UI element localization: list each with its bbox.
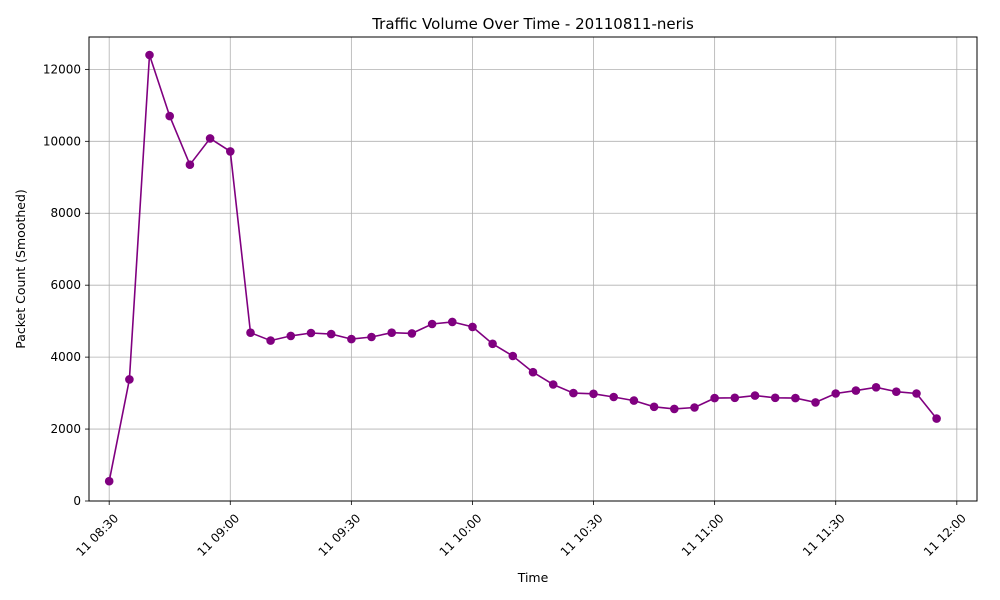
data-point bbox=[912, 389, 921, 398]
data-point bbox=[569, 388, 578, 398]
data-point bbox=[185, 160, 195, 169]
y-tick-label: 4000 bbox=[50, 350, 81, 364]
data-point bbox=[871, 383, 881, 392]
gridlines bbox=[89, 37, 977, 502]
y-tick-label: 10000 bbox=[43, 134, 81, 148]
y-tick-label: 6000 bbox=[50, 278, 81, 292]
data-point bbox=[246, 328, 255, 338]
data-point bbox=[670, 404, 679, 414]
data-point bbox=[791, 393, 800, 403]
data-point bbox=[306, 328, 316, 338]
data-point bbox=[266, 336, 275, 345]
data-point bbox=[548, 380, 558, 389]
y-axis-label: Packet Count (Smoothed) bbox=[13, 189, 28, 349]
data-point bbox=[205, 134, 215, 143]
data-point bbox=[609, 392, 618, 402]
data-point bbox=[488, 339, 497, 349]
data-point bbox=[589, 389, 598, 399]
chart-title: Traffic Volume Over Time - 20110811-neri… bbox=[371, 15, 694, 33]
x-axis-label: Time bbox=[517, 570, 549, 585]
data-point bbox=[125, 375, 134, 384]
plot-frame bbox=[88, 36, 978, 502]
y-axis-ticks: 0 2000 4000 6000 8000 10000 12000 bbox=[43, 62, 89, 508]
data-point bbox=[811, 398, 820, 407]
y-tick-label: 8000 bbox=[50, 206, 81, 220]
data-point bbox=[468, 322, 477, 332]
data-point bbox=[649, 402, 659, 412]
data-point bbox=[104, 476, 114, 486]
data-point bbox=[367, 332, 376, 342]
y-tick-label: 12000 bbox=[43, 62, 81, 76]
data-point bbox=[710, 393, 719, 403]
data-point bbox=[770, 393, 780, 403]
data-point bbox=[427, 319, 437, 329]
plot-border bbox=[88, 36, 978, 502]
series-layer bbox=[104, 50, 941, 486]
data-point bbox=[629, 396, 639, 405]
data-point bbox=[508, 351, 518, 361]
data-point bbox=[347, 334, 356, 344]
data-point bbox=[387, 328, 397, 338]
data-point bbox=[145, 50, 154, 60]
data-point bbox=[528, 367, 538, 377]
data-point bbox=[750, 391, 760, 400]
data-point bbox=[892, 387, 901, 397]
data-point bbox=[226, 147, 235, 156]
data-point bbox=[407, 329, 417, 338]
data-point bbox=[730, 393, 740, 403]
data-point bbox=[851, 386, 861, 395]
data-point bbox=[286, 331, 296, 341]
data-point bbox=[831, 389, 840, 398]
data-point bbox=[326, 329, 336, 339]
data-point bbox=[448, 317, 457, 327]
data-point bbox=[165, 111, 174, 121]
y-tick-label: 2000 bbox=[50, 422, 81, 436]
data-point bbox=[932, 414, 941, 423]
data-point bbox=[690, 403, 699, 412]
y-tick-label: 0 bbox=[73, 494, 81, 508]
